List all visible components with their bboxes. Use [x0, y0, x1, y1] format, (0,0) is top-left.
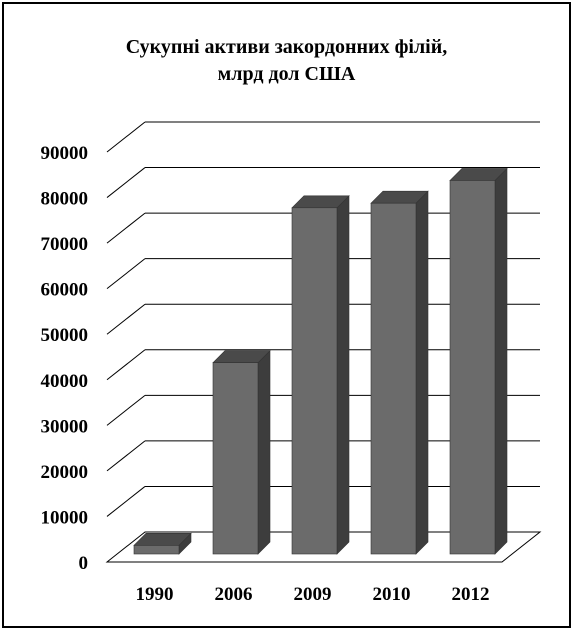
- y-tick-label: 20000: [41, 462, 89, 483]
- y-tick-label: 70000: [41, 234, 89, 255]
- x-category-label: 1990: [136, 584, 174, 605]
- gridline-diagonal: [106, 486, 146, 517]
- y-tick-label: 90000: [41, 143, 89, 164]
- gridline-diagonal: [106, 303, 146, 335]
- bar-side: [415, 190, 429, 555]
- bar: [449, 167, 508, 555]
- y-tick-label: 80000: [41, 189, 89, 210]
- gridline-diagonal: [106, 121, 146, 153]
- bar: [291, 195, 350, 555]
- gridline-diagonal: [106, 167, 146, 198]
- y-tick-label: 0: [79, 553, 89, 574]
- chart-title-line-2: млрд дол США: [217, 63, 356, 85]
- gridline-diagonal: [106, 212, 146, 244]
- y-axis-tick-labels: 0 10000 20000 30000 40000 50000 60000 70000 8000…: [41, 143, 89, 574]
- bar: [370, 190, 429, 555]
- bar-side: [336, 195, 350, 555]
- gridline-diagonal: [106, 258, 146, 290]
- bar-front: [133, 545, 180, 555]
- bar-front: [212, 362, 259, 555]
- y-tick-label: 10000: [41, 507, 89, 528]
- y-tick-label: 30000: [41, 416, 89, 437]
- chart-title-line-1: Сукупні активи закордонних філій,: [125, 36, 448, 58]
- y-tick-label: 40000: [41, 371, 89, 392]
- y-tick-label: 60000: [41, 280, 89, 301]
- x-category-label: 2010: [373, 584, 411, 605]
- x-category-label: 2009: [294, 584, 332, 605]
- chart-title: Сукупні активи закордонних філій, млрд д…: [4, 34, 569, 88]
- bar-side: [494, 167, 508, 555]
- bar-side: [257, 349, 271, 555]
- gridline-diagonal: [106, 440, 146, 472]
- y-tick-label: 50000: [41, 325, 89, 346]
- bar: [212, 349, 271, 555]
- gridline-diagonal: [106, 349, 146, 381]
- bar-front: [449, 180, 496, 555]
- x-category-label: 2006: [215, 584, 253, 605]
- bar-front: [370, 202, 417, 555]
- bars: [133, 167, 508, 555]
- gridline-diagonal: [106, 394, 146, 426]
- bar: [133, 532, 192, 555]
- x-category-label: 2012: [452, 584, 490, 605]
- x-axis-category-labels: 1990 2006 2009 2010 2012: [136, 584, 490, 605]
- bar-front: [291, 207, 338, 555]
